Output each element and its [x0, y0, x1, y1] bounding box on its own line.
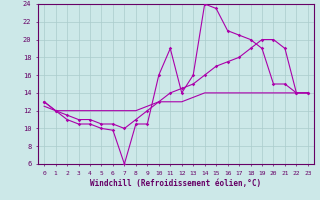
X-axis label: Windchill (Refroidissement éolien,°C): Windchill (Refroidissement éolien,°C) [91, 179, 261, 188]
